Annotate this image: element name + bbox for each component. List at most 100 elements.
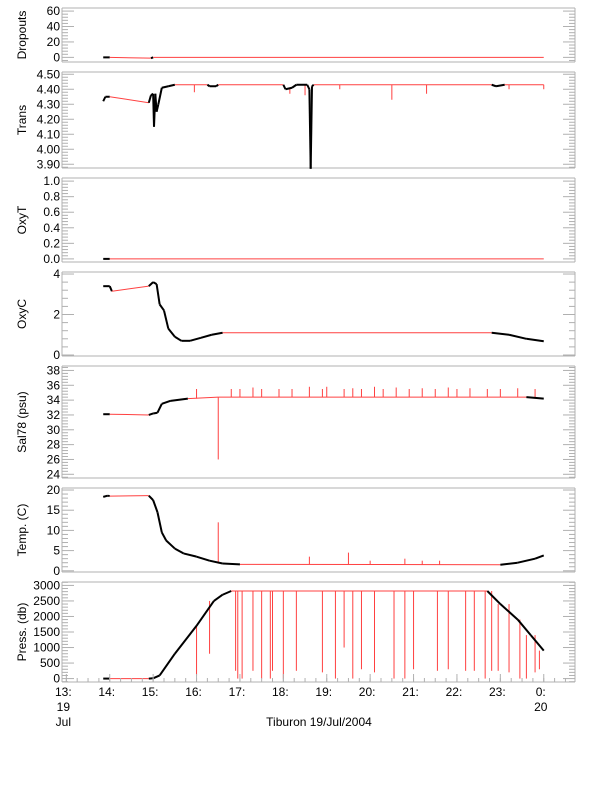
data-segment: [216, 85, 218, 87]
data-segment: [162, 86, 169, 88]
y-tick-label: 4: [53, 267, 60, 281]
gap-segment: [110, 97, 149, 103]
y-tick-label: 40: [47, 20, 61, 34]
y-tick-label: 34: [47, 393, 61, 407]
x-tick-label: 14:: [98, 685, 115, 699]
y-tick-label: 0: [53, 50, 60, 64]
data-segment: [531, 635, 544, 651]
data-segment: [526, 397, 543, 398]
data-segment: [307, 85, 309, 90]
y-axis-label: Sal78 (psu): [15, 391, 29, 452]
data-segment: [103, 97, 105, 102]
y-tick-label: 24: [47, 467, 61, 481]
y-axis-label: OxyT: [15, 205, 29, 234]
data-segment: [153, 500, 157, 512]
y-tick-label: 10: [47, 523, 61, 537]
data-segment: [509, 335, 526, 339]
y-tick-label: 4.10: [37, 127, 61, 141]
y-tick-label: 3000: [33, 578, 60, 592]
y-tick-label: 26: [47, 452, 61, 466]
data-segment: [311, 86, 312, 169]
data-segment: [153, 675, 160, 678]
data-segment: [526, 339, 543, 341]
data-segment: [190, 338, 201, 341]
data-segment: [162, 532, 166, 540]
y-tick-label: 4.40: [37, 82, 61, 96]
data-segment: [535, 555, 544, 558]
y-tick-label: 32: [47, 408, 61, 422]
data-segment: [153, 413, 157, 414]
data-segment: [153, 282, 156, 284]
y-tick-label: 1500: [33, 625, 60, 639]
data-segment: [168, 329, 175, 337]
data-segment: [500, 563, 517, 565]
data-segment: [168, 85, 175, 87]
x-tick-label: 23:: [489, 685, 506, 699]
data-segment: [175, 337, 182, 341]
y-tick-label: 2500: [33, 594, 60, 608]
y-tick-label: 4.20: [37, 112, 61, 126]
y-axis-label: Trans: [15, 105, 29, 135]
data-segment: [110, 286, 112, 291]
x-tick-label: 19: [57, 700, 71, 714]
y-axis-label: OxyC: [15, 299, 29, 329]
data-segment: [166, 541, 175, 549]
data-segment: [175, 626, 197, 654]
data-segment: [171, 399, 188, 401]
y-tick-label: 0: [53, 348, 60, 362]
y-tick-label: 0: [53, 672, 60, 686]
data-segment: [103, 496, 107, 497]
data-segment: [207, 85, 209, 87]
data-segment: [487, 591, 500, 604]
y-axis-label: Press. (db): [15, 603, 29, 662]
gap-segment: [188, 397, 218, 398]
y-tick-label: 4.00: [37, 142, 61, 156]
data-segment: [214, 595, 223, 601]
data-segment: [212, 333, 223, 335]
y-tick-label: 20: [47, 35, 61, 49]
y-tick-label: 0.8: [43, 190, 60, 204]
data-segment: [149, 95, 151, 103]
y-tick-label: 0.4: [43, 221, 60, 235]
data-segment: [197, 557, 210, 561]
y-tick-label: 0.2: [43, 236, 60, 250]
data-segment: [184, 553, 197, 556]
data-segment: [223, 591, 232, 595]
y-tick-label: 4.50: [37, 67, 61, 81]
x-tick-label: 15:: [142, 685, 159, 699]
data-segment: [496, 85, 505, 87]
x-tick-label: 16:: [185, 685, 202, 699]
x-tick-label: 20:: [359, 685, 376, 699]
data-segment: [518, 559, 535, 563]
y-axis-label: Dropouts: [15, 11, 29, 60]
y-tick-label: 28: [47, 438, 61, 452]
data-segment: [160, 654, 175, 676]
y-tick-label: 38: [47, 363, 61, 377]
y-tick-label: 0.0: [43, 252, 60, 266]
y-tick-label: 2: [53, 308, 60, 322]
data-segment: [312, 85, 314, 87]
x-axis-title: Tiburon 19/Jul/2004: [266, 715, 372, 729]
y-tick-label: 1.0: [43, 174, 60, 188]
data-segment: [158, 88, 161, 105]
y-tick-label: 0: [53, 564, 60, 578]
x-tick-label: 13:: [55, 685, 72, 699]
x-tick-label: 22:: [446, 685, 463, 699]
data-segment: [492, 333, 509, 335]
data-segment: [286, 88, 293, 90]
gap-segment: [112, 286, 149, 291]
y-tick-label: 30: [47, 423, 61, 437]
y-tick-label: 15: [47, 503, 61, 517]
gap-segment: [110, 57, 151, 58]
data-segment: [283, 85, 285, 90]
y-tick-label: 2000: [33, 609, 60, 623]
data-segment: [157, 512, 161, 532]
data-segment: [157, 284, 160, 304]
y-tick-label: 0.6: [43, 205, 60, 219]
data-segment: [223, 564, 240, 565]
y-tick-label: 36: [47, 378, 61, 392]
x-tick-label: Jul: [56, 715, 71, 729]
gap-segment: [110, 414, 149, 415]
x-tick-label: 20: [534, 700, 548, 714]
y-tick-label: 4.30: [37, 97, 61, 111]
